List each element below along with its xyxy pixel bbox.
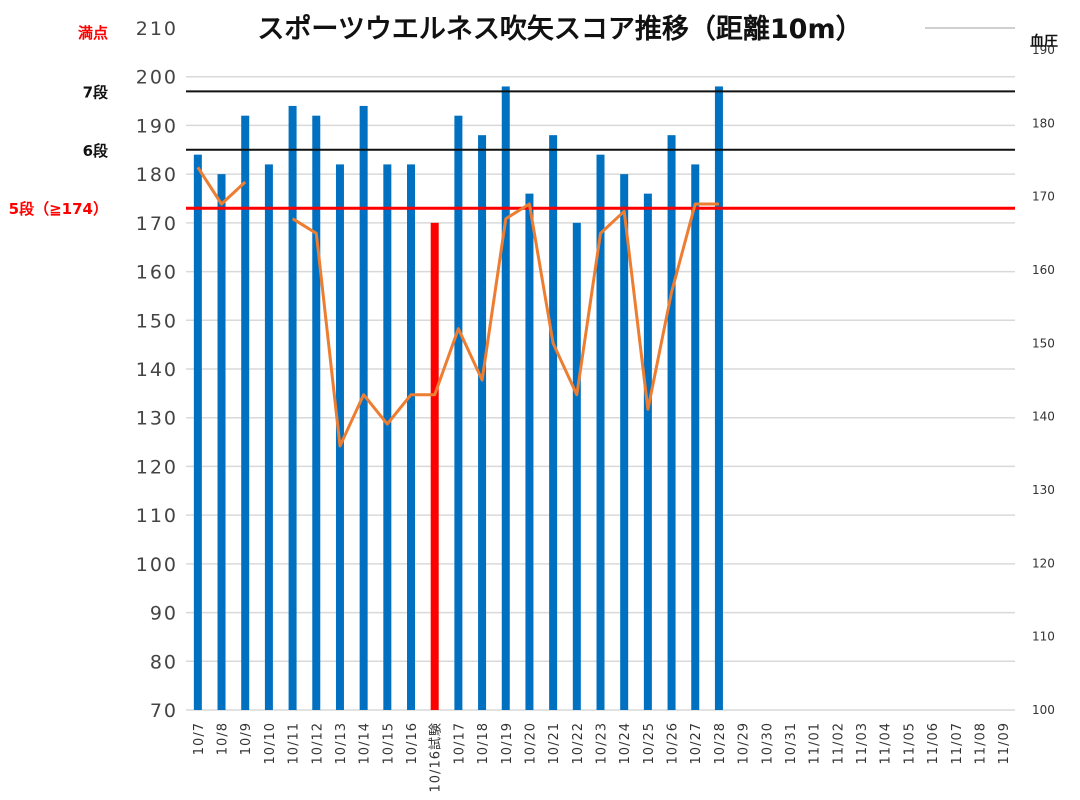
bar bbox=[620, 174, 628, 710]
x-tick-label: 10/15 bbox=[381, 722, 396, 764]
chart-title: スポーツウエルネス吹矢スコア推移（距離10m） bbox=[257, 13, 862, 45]
x-tick-label: 10/26 bbox=[666, 722, 681, 764]
score-bars bbox=[194, 86, 723, 710]
x-tick-label: 11/04 bbox=[879, 722, 894, 764]
y-tick-label-left: 160 bbox=[136, 262, 178, 284]
y-tick-label-right: 160 bbox=[1032, 263, 1055, 277]
y-tick-label-right: 110 bbox=[1032, 630, 1055, 644]
y-tick-label-left: 70 bbox=[150, 700, 178, 722]
x-tick-label: 11/09 bbox=[997, 722, 1012, 764]
x-tick-label: 10/16試験 bbox=[428, 722, 444, 792]
bar bbox=[194, 155, 202, 710]
bar bbox=[668, 135, 676, 710]
bar bbox=[265, 164, 273, 710]
bar bbox=[383, 164, 391, 710]
right-axis-title: 血圧 bbox=[1030, 33, 1058, 50]
y-tick-label-left: 150 bbox=[136, 310, 178, 332]
bar bbox=[691, 164, 699, 710]
y-tick-label-right: 150 bbox=[1032, 336, 1055, 350]
y-tick-label-right: 170 bbox=[1032, 190, 1055, 204]
bar bbox=[431, 223, 439, 710]
x-tick-label: 10/31 bbox=[784, 722, 799, 764]
y-tick-label-left: 140 bbox=[136, 359, 178, 381]
x-tick-label: 10/20 bbox=[523, 722, 538, 764]
x-tick-label: 10/16 bbox=[405, 722, 420, 764]
bar bbox=[312, 116, 320, 710]
x-tick-label: 10/29 bbox=[737, 722, 752, 764]
x-tick-label: 10/11 bbox=[287, 722, 302, 764]
y-tick-label-left: 190 bbox=[136, 115, 178, 137]
bar bbox=[644, 194, 652, 710]
bar bbox=[241, 116, 249, 710]
bar bbox=[454, 116, 462, 710]
x-tick-label: 10/17 bbox=[452, 722, 467, 764]
y-tick-label-left: 200 bbox=[136, 67, 178, 89]
x-tick-label: 10/14 bbox=[358, 722, 373, 764]
x-tick-label: 11/02 bbox=[831, 722, 846, 764]
x-tick-label: 10/21 bbox=[547, 722, 562, 764]
x-tick-label: 10/18 bbox=[476, 722, 491, 764]
y-tick-label-left: 90 bbox=[150, 603, 178, 625]
x-tick-label: 11/06 bbox=[926, 722, 941, 764]
bar bbox=[478, 135, 486, 710]
y-tick-label-left: 110 bbox=[136, 505, 178, 527]
bar bbox=[502, 86, 510, 710]
y-tick-label-left: 210 bbox=[136, 18, 178, 40]
x-tick-label: 10/12 bbox=[310, 722, 325, 764]
x-tick-label: 10/28 bbox=[713, 722, 728, 764]
bar bbox=[289, 106, 297, 710]
bar bbox=[573, 223, 581, 710]
bar bbox=[407, 164, 415, 710]
x-tick-label: 10/24 bbox=[618, 722, 633, 764]
x-tick-label: 11/03 bbox=[855, 722, 870, 764]
y-tick-label-left: 100 bbox=[136, 554, 178, 576]
x-tick-label: 10/9 bbox=[239, 722, 254, 755]
y-tick-label-right: 140 bbox=[1032, 410, 1055, 424]
y-tick-label-left: 120 bbox=[136, 456, 178, 478]
x-tick-label: 11/08 bbox=[973, 722, 988, 764]
x-tick-label: 10/8 bbox=[216, 722, 231, 755]
reference-line-label: 7段 bbox=[83, 83, 108, 101]
bar bbox=[715, 86, 723, 710]
reference-line-label: 6段 bbox=[83, 142, 108, 160]
x-tick-label: 10/7 bbox=[192, 722, 207, 755]
x-tick-label: 10/19 bbox=[500, 722, 515, 764]
reference-line-label: 満点 bbox=[78, 24, 108, 42]
bar bbox=[549, 135, 557, 710]
x-tick-label: 11/01 bbox=[808, 722, 823, 764]
y-tick-label-right: 100 bbox=[1032, 703, 1055, 717]
bar bbox=[525, 194, 533, 710]
x-tick-label: 10/22 bbox=[571, 722, 586, 764]
x-axis-ticks: 10/7 10/8 10/9 10/10 10/11 10/12 10/13 10/14 10/… bbox=[192, 722, 1012, 792]
y-tick-label-right: 180 bbox=[1032, 116, 1055, 130]
y-tick-label-left: 130 bbox=[136, 408, 178, 430]
x-tick-label: 10/23 bbox=[595, 722, 610, 764]
x-tick-label: 10/10 bbox=[263, 722, 278, 764]
bar bbox=[218, 174, 226, 710]
x-tick-label: 10/27 bbox=[689, 722, 704, 764]
y-tick-label-left: 80 bbox=[150, 651, 178, 673]
y-tick-label-right: 120 bbox=[1032, 556, 1055, 570]
x-tick-label: 10/25 bbox=[642, 722, 657, 764]
x-tick-label: 11/05 bbox=[902, 722, 917, 764]
bar bbox=[360, 106, 368, 710]
x-tick-label: 10/13 bbox=[334, 722, 349, 764]
x-tick-label: 10/30 bbox=[760, 722, 775, 764]
y-tick-label-left: 180 bbox=[136, 164, 178, 186]
left-axis-ticks: 70 80 90 100 110 120 130 140 150 160 170 180 190 200 2… bbox=[136, 18, 178, 722]
reference-line-label: 5段（≧174） bbox=[9, 200, 108, 218]
y-tick-label-right: 130 bbox=[1032, 483, 1055, 497]
y-tick-label-left: 170 bbox=[136, 213, 178, 235]
x-tick-label: 11/07 bbox=[950, 722, 965, 764]
